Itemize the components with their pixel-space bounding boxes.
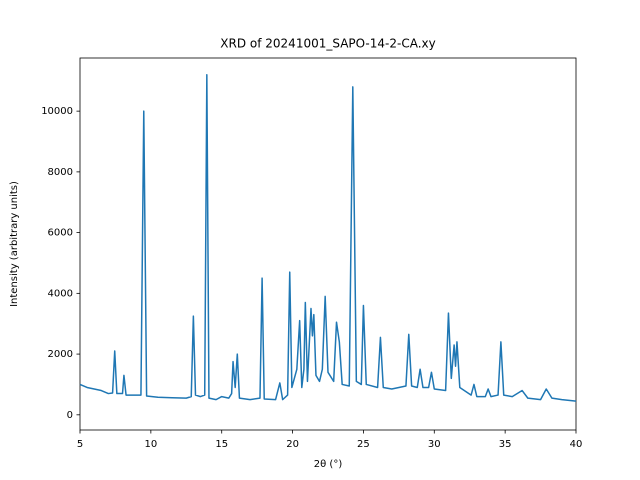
x-axis-label: 2θ (°)	[314, 459, 343, 470]
y-tick-label: 10000	[41, 106, 73, 117]
data-line	[79, 73, 577, 402]
x-tick-label: 30	[428, 439, 441, 450]
x-tick-label: 25	[357, 439, 370, 450]
y-tick-label: 8000	[48, 167, 73, 178]
chart-title: XRD of 20241001_SAPO-14-2-CA.xy	[220, 37, 435, 51]
x-tick-label: 10	[144, 439, 157, 450]
x-tick-label: 20	[286, 439, 299, 450]
x-tick-label: 40	[570, 439, 583, 450]
x-tick-label: 5	[77, 439, 83, 450]
y-axis-label: Intensity (arbitrary units)	[9, 181, 20, 307]
plot-frame	[79, 57, 577, 431]
y-tick-label: 0	[67, 410, 73, 421]
y-tick-label: 4000	[48, 288, 73, 299]
x-tick-label: 15	[215, 439, 228, 450]
x-tick-label: 35	[499, 439, 512, 450]
y-tick-label: 6000	[48, 228, 73, 239]
y-tick-label: 2000	[48, 349, 73, 360]
